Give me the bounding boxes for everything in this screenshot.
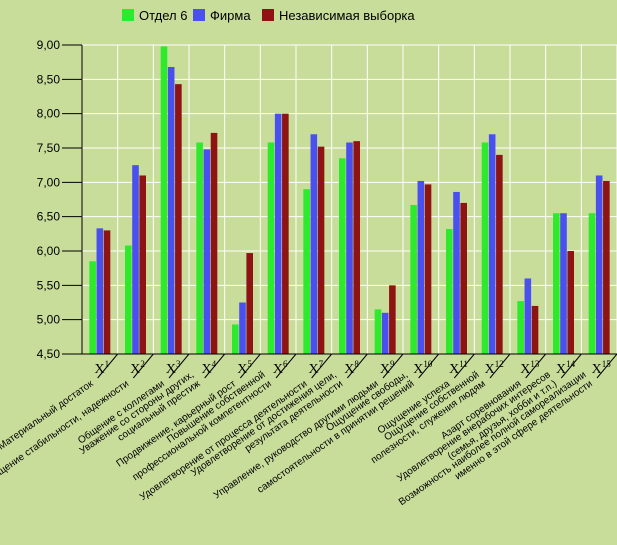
bar-1-3 — [160, 46, 168, 355]
category-leader — [596, 353, 617, 379]
x-category-label: X2 — [130, 359, 145, 377]
legend-swatch-1 — [122, 9, 134, 21]
bar-1-9 — [374, 309, 382, 354]
bar-3-8 — [353, 141, 360, 354]
x-category-label: X5 — [237, 359, 252, 377]
bar-2-7 — [310, 134, 318, 354]
bar-2-5 — [239, 302, 246, 354]
bar-2-12 — [488, 134, 496, 354]
x-category-label: X14 — [556, 359, 576, 377]
bar-1-1 — [89, 261, 96, 354]
bar-3-6 — [282, 113, 289, 355]
category-leader — [132, 353, 154, 379]
y-tick-label: 4,50 — [37, 347, 61, 361]
x-category-label: X15 — [592, 359, 612, 377]
bar-2-4 — [203, 149, 211, 354]
bar-1-7 — [303, 189, 310, 354]
bar-3-13 — [531, 305, 539, 354]
bars — [89, 46, 610, 355]
category-leader — [346, 353, 368, 379]
bar-3-11 — [460, 202, 467, 354]
bar-3-9 — [389, 285, 396, 354]
bar-2-11 — [453, 191, 460, 354]
bar-1-14 — [553, 213, 560, 354]
bar-2-6 — [274, 113, 282, 355]
x-category-label: X12 — [485, 359, 504, 377]
axes — [62, 44, 617, 379]
x-category-label: X7 — [309, 359, 324, 377]
bar-3-2 — [139, 175, 146, 354]
bar-3-5 — [246, 253, 253, 354]
legend-label-3: Независимая выборка — [279, 8, 415, 23]
category-leader — [97, 353, 119, 379]
bar-3-15 — [603, 180, 610, 354]
y-tick-labels: 4,50 5,00 5,50 6,00 6,50 7,00 7,50 8,00 8,50 9,00 — [37, 38, 61, 361]
bar-3-14 — [567, 251, 574, 354]
category-leader — [418, 353, 440, 379]
legend: Отдел 6 Фирма Независимая выборка — [122, 8, 415, 23]
legend-swatch-2 — [193, 9, 205, 21]
x-category-label: X11 — [449, 359, 468, 377]
category-leader — [239, 353, 261, 379]
bar-2-15 — [595, 175, 603, 354]
bar-1-12 — [481, 142, 489, 354]
bar-1-2 — [125, 245, 132, 354]
category-leader — [382, 353, 404, 379]
x-category-label: X8 — [344, 359, 359, 377]
bar-3-7 — [317, 146, 325, 354]
x-category-label: X3 — [166, 359, 181, 377]
bar-1-11 — [446, 229, 453, 354]
legend-swatch-3 — [262, 9, 274, 21]
x-category-labels: X1 X2 X3 X4 X5 X6 X7 X8 X9 X10 X11 X12 X13 X14 X15 — [95, 359, 612, 377]
bar-2-8 — [346, 142, 353, 354]
bar-2-1 — [96, 228, 104, 354]
bar-2-10 — [417, 180, 425, 354]
category-leader — [525, 353, 547, 379]
bar-3-3 — [175, 84, 182, 354]
y-tick-label: 8,50 — [37, 72, 61, 86]
legend-label-2: Фирма — [210, 8, 251, 23]
bar-3-4 — [210, 132, 218, 354]
category-leader — [560, 353, 582, 379]
x-category-label: X4 — [202, 359, 217, 377]
category-leader — [275, 353, 297, 379]
bar-1-15 — [588, 213, 596, 354]
bar-2-14 — [560, 213, 567, 354]
bar-1-8 — [339, 158, 346, 354]
x-category-label: X6 — [273, 359, 288, 377]
bar-1-5 — [232, 324, 239, 354]
bar-2-2 — [132, 165, 139, 354]
bar-2-3 — [167, 66, 175, 355]
bar-2-13 — [524, 278, 532, 354]
bar-3-10 — [424, 184, 432, 354]
bar-1-13 — [517, 301, 524, 354]
bar-3-1 — [103, 230, 111, 354]
bar-1-4 — [196, 142, 203, 354]
bar-3-12 — [496, 154, 503, 354]
x-category-label: X13 — [520, 359, 540, 377]
y-tick-label: 6,00 — [37, 244, 61, 258]
y-tick-label: 8,00 — [37, 107, 61, 121]
category-leader — [204, 353, 226, 379]
bar-1-10 — [410, 204, 417, 354]
category-leader — [489, 353, 511, 379]
y-tick-label: 5,50 — [37, 278, 61, 292]
category-leader — [453, 353, 475, 379]
x-category-label: X1 — [95, 359, 110, 377]
y-tick-label: 9,00 — [37, 38, 61, 52]
y-tick-label: 7,00 — [37, 175, 61, 189]
bar-1-6 — [267, 142, 275, 354]
x-category-label: X10 — [413, 359, 433, 377]
category-leader — [311, 353, 333, 379]
y-tick-label: 5,00 — [37, 313, 61, 327]
x-category-label: X9 — [380, 359, 395, 377]
bar-2-9 — [381, 312, 389, 354]
category-leader — [168, 353, 190, 379]
y-tick-label: 7,50 — [37, 141, 61, 155]
legend-label-1: Отдел 6 — [139, 8, 187, 23]
y-tick-label: 6,50 — [37, 210, 61, 224]
